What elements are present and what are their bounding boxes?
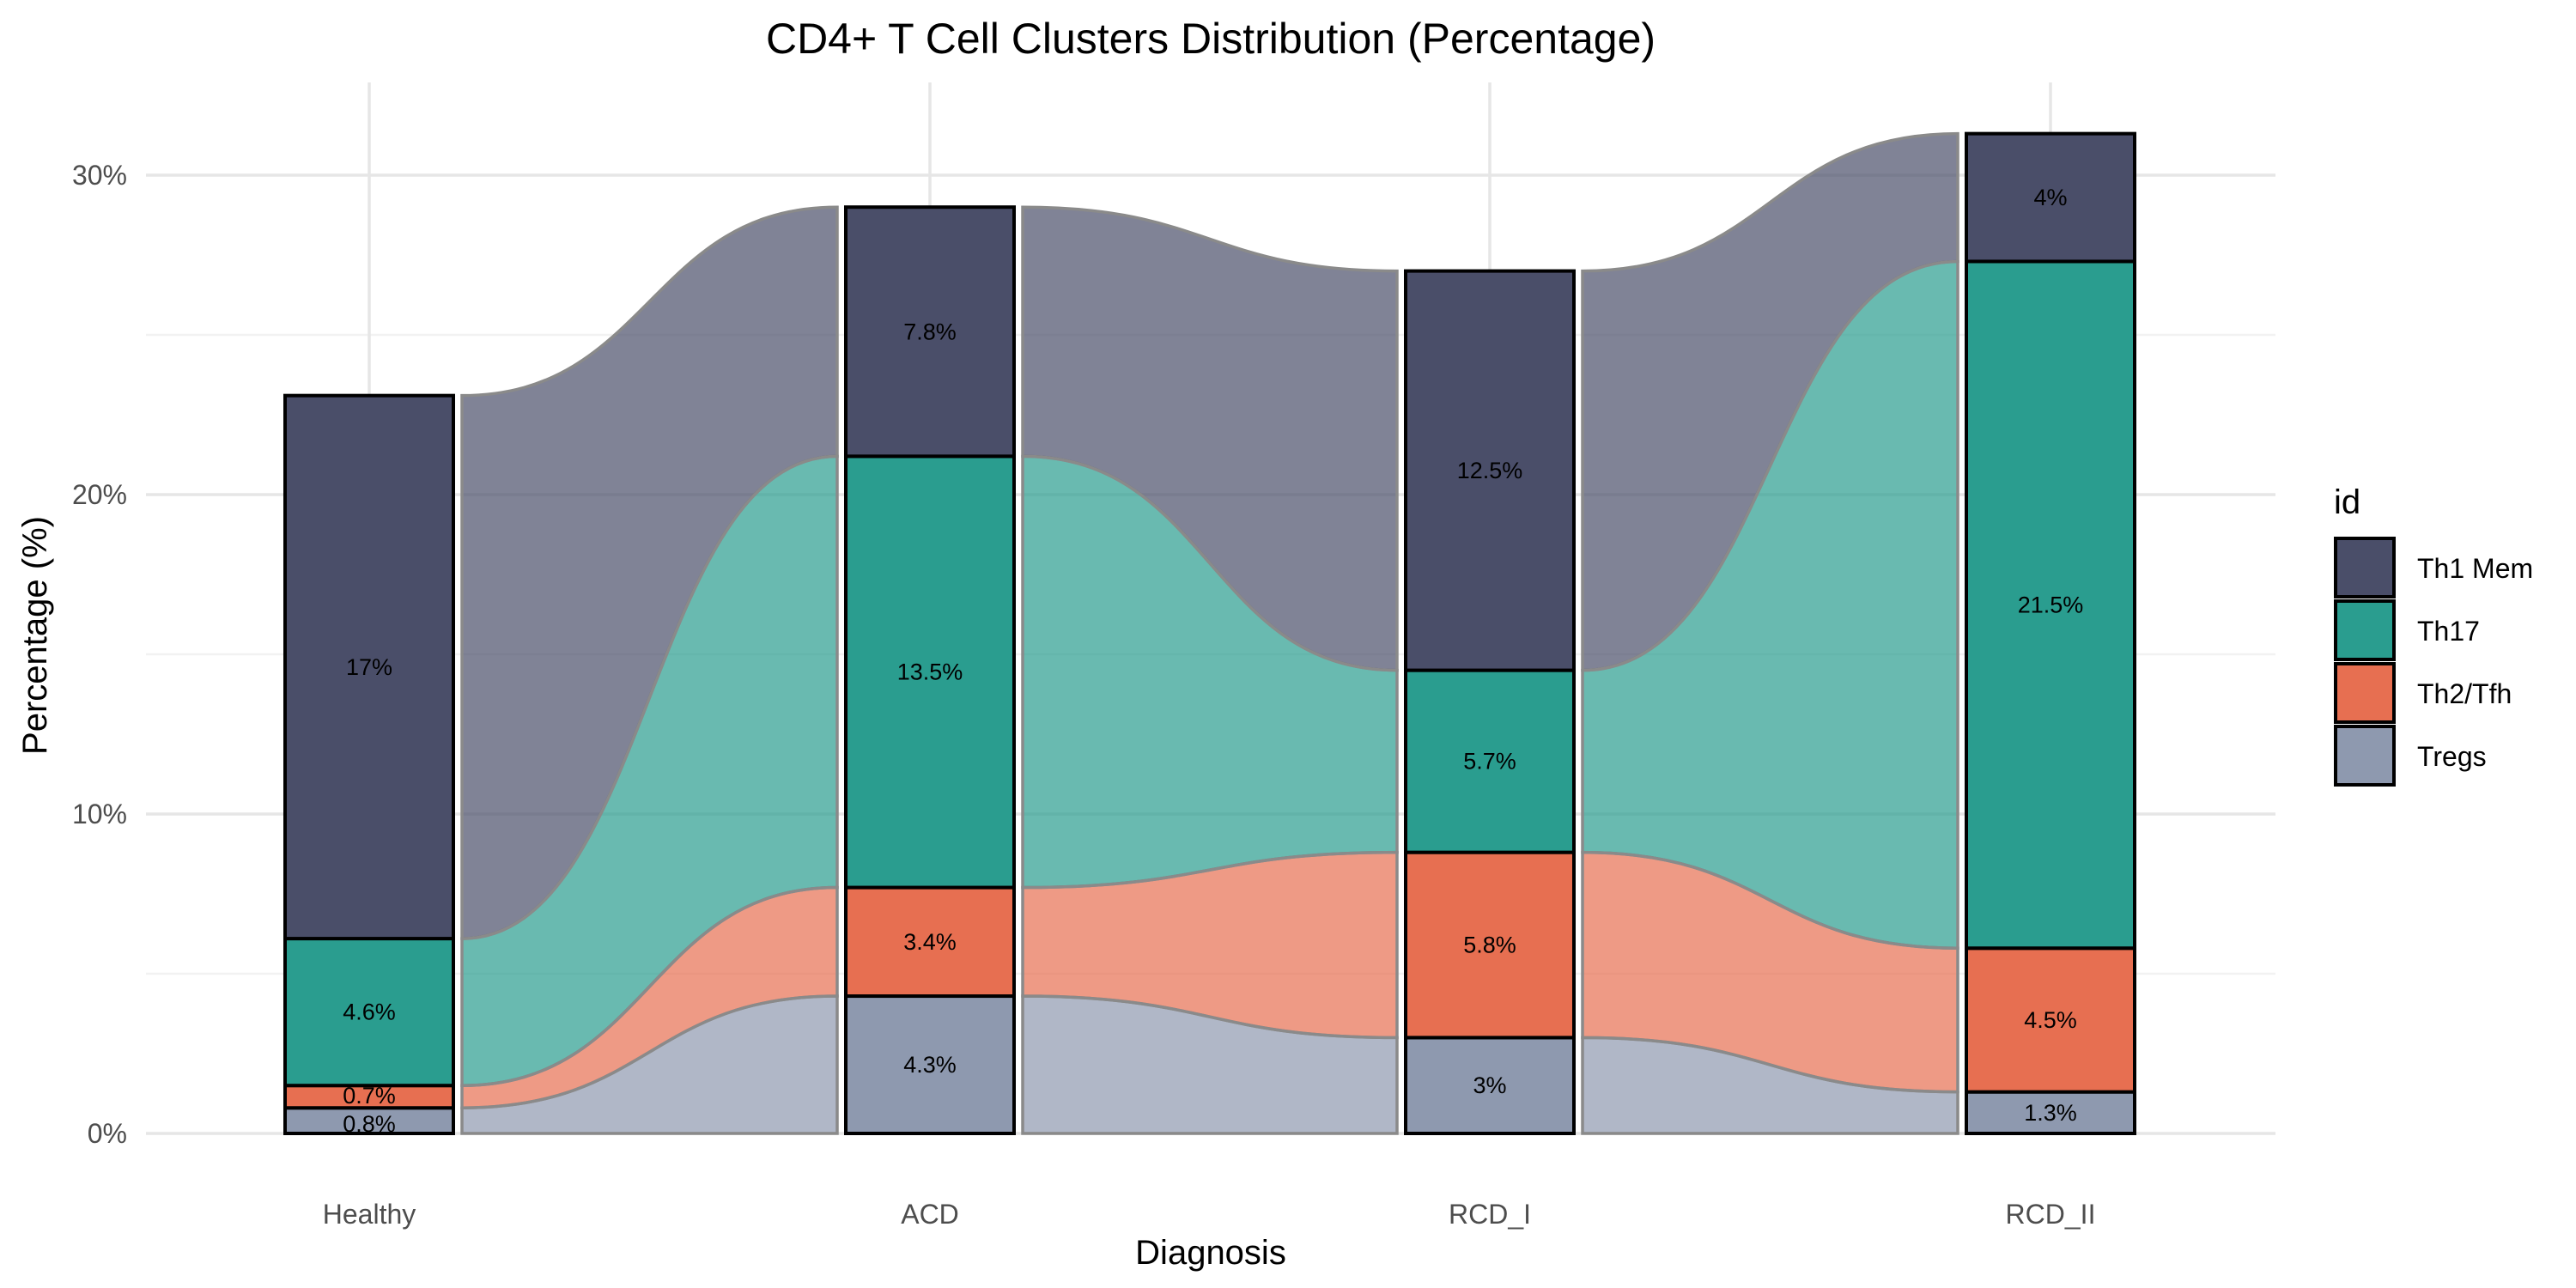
y-tick-label: 0%	[88, 1118, 127, 1149]
flow-band	[1021, 205, 1399, 672]
bar-segment	[283, 1084, 455, 1110]
legend-key	[2334, 599, 2396, 661]
bar-value-label: 3%	[1473, 1072, 1506, 1098]
flows	[460, 131, 1959, 1135]
bar-segment	[1404, 850, 1576, 1040]
bar-segment	[283, 393, 455, 941]
bar-segment	[1965, 259, 2136, 951]
bar-value-label: 5.8%	[1463, 933, 1516, 958]
x-tick-label: ACD	[901, 1199, 959, 1230]
legend-label: Tregs	[2417, 741, 2487, 772]
bar-segment	[1404, 668, 1576, 854]
y-tick-label: 30%	[72, 160, 127, 191]
bar-value-label: 0.8%	[343, 1111, 396, 1137]
legend-key	[2334, 537, 2396, 598]
flow-band	[460, 205, 839, 940]
bar-value-label: 3.4%	[903, 929, 957, 955]
y-tick-label: 20%	[72, 479, 127, 510]
y-axis-title: Percentage (%)	[16, 516, 54, 755]
y-tick-label: 10%	[72, 799, 127, 829]
bar-segment	[1965, 1090, 2136, 1136]
bar-value-label: 4.6%	[343, 999, 396, 1025]
bar-value-label: 13.5%	[897, 659, 963, 684]
bar-segment	[844, 885, 1016, 999]
x-axis-title: Diagnosis	[1135, 1234, 1286, 1272]
x-tick-label: Healthy	[323, 1199, 416, 1230]
bar-segment	[1965, 131, 2136, 264]
axes: 0% 10% 20% 30% Healthy ACD RCD_I RCD_II	[72, 160, 2096, 1230]
flow-band	[1581, 131, 1959, 672]
legend-key	[2334, 662, 2396, 724]
bar-segment	[1965, 946, 2136, 1094]
bar-value-label: 4.3%	[903, 1052, 957, 1078]
x-tick-label: RCD_I	[1449, 1199, 1531, 1230]
x-tick-label: RCD_II	[2006, 1199, 2096, 1230]
bar-value-label: 7.8%	[903, 319, 957, 344]
legend-key	[2334, 725, 2396, 787]
legend-label: Th2/Tfh	[2417, 678, 2512, 709]
bar-value-label: 12.5%	[1457, 458, 1523, 483]
bar-value-label: 0.7%	[343, 1083, 396, 1109]
bar-value-label: 17%	[346, 654, 392, 680]
bar-value-label: 4.5%	[2024, 1007, 2077, 1033]
bar-segment	[844, 205, 1016, 459]
bar-value-label: 4%	[2033, 185, 2067, 210]
legend: id Th1 Mem Th17 Th2/Tfh Tregs	[2334, 483, 2533, 787]
bar-segment	[1404, 269, 1576, 672]
bar-segment	[844, 994, 1016, 1136]
legend-label: Th17	[2417, 616, 2480, 647]
legend-title: id	[2334, 483, 2360, 521]
bars	[283, 131, 2136, 1136]
bar-labels: 0.8%0.7% 4.6% 17% 4.3% 3.4% 13.5% 7.8% 3% 5.8% 5.…	[343, 185, 2083, 1137]
bar-value-label: 5.7%	[1463, 749, 1516, 775]
legend-label: Th1 Mem	[2417, 553, 2533, 584]
bar-segment	[283, 937, 455, 1088]
bar-value-label: 1.3%	[2024, 1100, 2077, 1126]
chart-title: CD4+ T Cell Clusters Distribution (Perce…	[766, 15, 1656, 63]
bar-value-label: 21.5%	[2018, 592, 2084, 617]
